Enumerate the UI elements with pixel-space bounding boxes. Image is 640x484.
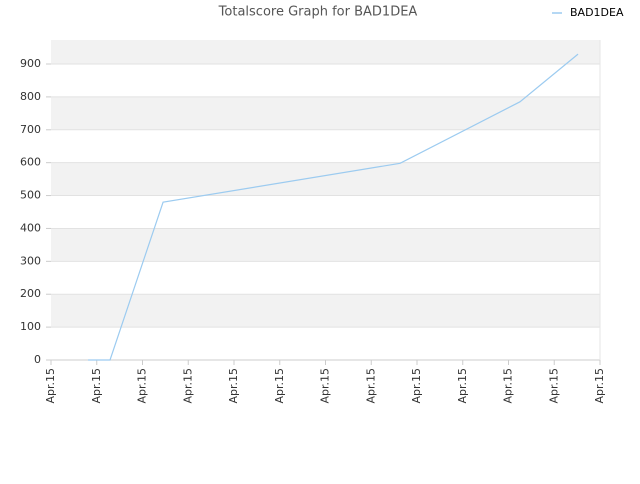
grid-band <box>51 294 600 328</box>
x-tick-label: Apr.15 <box>227 368 240 404</box>
y-tick-label: 100 <box>20 320 41 333</box>
x-tick-label: Apr.15 <box>136 368 149 404</box>
chart-title: Totalscore Graph for BAD1DEA <box>218 5 418 20</box>
x-tick-label: Apr.15 <box>90 368 103 404</box>
x-tick-label: Apr.15 <box>593 368 606 404</box>
x-tick-label: Apr.15 <box>410 368 423 404</box>
x-tick-label: Apr.15 <box>273 368 286 404</box>
y-tick-label: 500 <box>20 189 41 202</box>
x-tick-label: Apr.15 <box>547 368 560 404</box>
y-tick-label: 0 <box>34 353 41 366</box>
x-tick-label: Apr.15 <box>319 368 332 404</box>
y-tick-label: 600 <box>20 156 41 169</box>
y-tick-label: 800 <box>20 90 41 103</box>
x-tick-label: Apr.15 <box>44 368 57 404</box>
series-line <box>88 53 579 361</box>
legend-label: BAD1DEA <box>570 6 624 19</box>
x-tick-label: Apr.15 <box>456 368 469 404</box>
y-tick-label: 200 <box>20 287 41 300</box>
y-tick-label: 900 <box>20 57 41 70</box>
grid-band <box>51 228 600 262</box>
x-tick-label: Apr.15 <box>502 368 515 404</box>
x-tick-label: Apr.15 <box>364 368 377 404</box>
y-tick-label: 400 <box>20 221 41 234</box>
grid-band <box>51 40 600 65</box>
x-tick-label: Apr.15 <box>181 368 194 404</box>
y-tick-label: 700 <box>20 123 41 136</box>
y-tick-label: 300 <box>20 254 41 267</box>
grid-band <box>51 96 600 130</box>
grid-band <box>51 162 600 196</box>
